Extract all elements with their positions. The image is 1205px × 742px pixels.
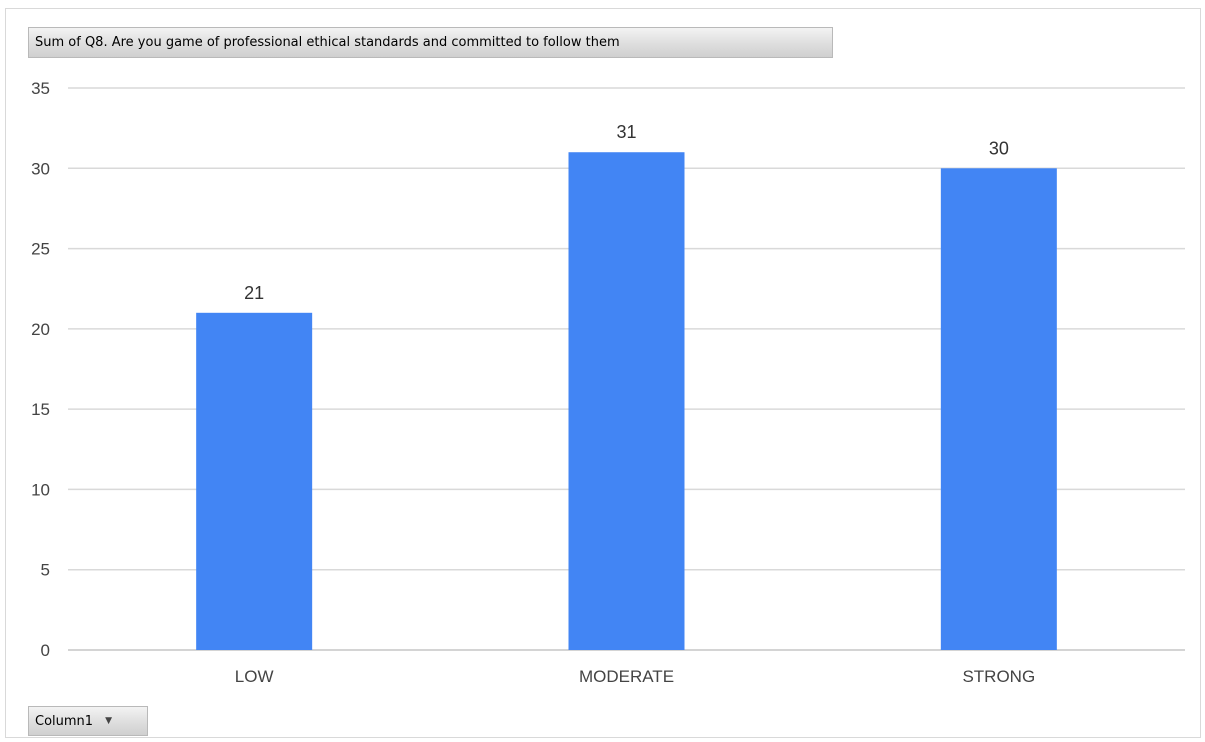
- y-tick-label: 10: [31, 480, 50, 499]
- bar: [568, 152, 685, 650]
- y-tick-label: 30: [31, 159, 50, 178]
- value-field-label: Sum of Q8. Are you game of professional …: [35, 35, 620, 50]
- y-tick-label: 35: [31, 79, 50, 98]
- bar: [940, 168, 1057, 651]
- x-category-label: LOW: [235, 667, 274, 686]
- data-label: 21: [244, 283, 264, 303]
- axis-field-label: Column1: [35, 713, 94, 729]
- x-category-label: STRONG: [962, 667, 1035, 686]
- value-field-button[interactable]: Sum of Q8. Are you game of professional …: [28, 27, 833, 58]
- x-category-label: MODERATE: [579, 667, 674, 686]
- bar: [196, 312, 313, 650]
- y-tick-label: 15: [31, 400, 50, 419]
- y-tick-label: 0: [41, 641, 50, 660]
- y-tick-label: 25: [31, 240, 50, 259]
- dropdown-caret-icon[interactable]: ▼: [105, 716, 112, 726]
- y-tick-label: 5: [41, 561, 50, 580]
- y-tick-label: 20: [31, 320, 50, 339]
- axis-field-button[interactable]: Column1 ▼: [28, 706, 148, 736]
- data-label: 31: [616, 122, 636, 142]
- data-label: 30: [989, 138, 1009, 158]
